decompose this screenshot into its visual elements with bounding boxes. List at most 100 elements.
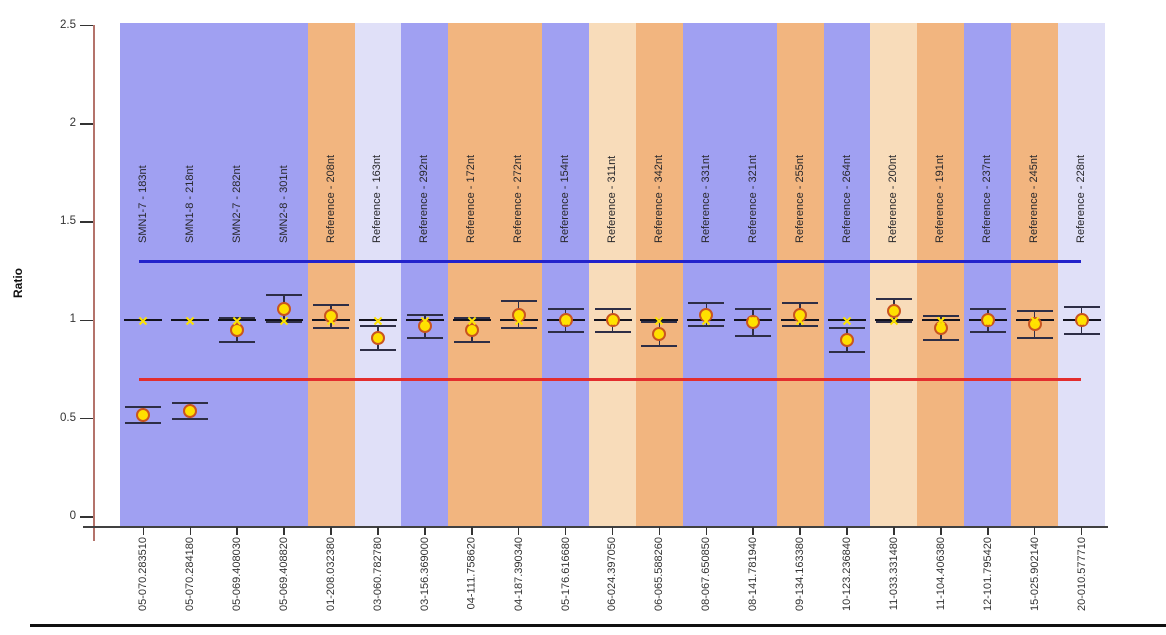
y-tick-label: 1 (69, 313, 76, 326)
probe-band (213, 23, 262, 527)
x-axis-line (83, 526, 1108, 528)
errorbar-cap (359, 325, 396, 328)
errorbar-cap (313, 327, 350, 330)
reference-x-marker (232, 315, 242, 325)
probe-label: Reference - 191nt (934, 154, 947, 243)
x-tick-label: 08-067.650850 (700, 537, 713, 612)
upper-threshold-line (139, 260, 1081, 263)
y-tick (80, 24, 93, 27)
reference-x-marker (842, 315, 852, 325)
x-tick-label: 11-033.331480 (887, 537, 900, 611)
errorbar-cap (1063, 305, 1100, 308)
probe-label: Reference - 264nt (840, 154, 853, 243)
probe-band (354, 23, 402, 527)
y-tick (80, 123, 93, 125)
reference-x-marker (1030, 315, 1040, 325)
probe-band (682, 23, 731, 527)
errorbar-cap (1016, 337, 1053, 340)
errorbar-cap (547, 307, 584, 310)
probe-band (729, 23, 778, 527)
x-tick (142, 527, 145, 535)
y-tick (80, 221, 93, 223)
reference-x-marker (185, 315, 195, 325)
probe-band (448, 23, 496, 527)
x-tick-label: 03-156.369000 (418, 537, 431, 612)
errorbar-cap (735, 307, 772, 310)
x-tick (330, 527, 332, 535)
ratio-point[interactable] (652, 327, 667, 342)
x-tick-label: 03-060.782780 (371, 537, 384, 612)
errorbar-cap (969, 331, 1006, 334)
reference-x-marker (608, 315, 618, 325)
ratio-point[interactable] (277, 301, 292, 316)
reference-x-marker (983, 315, 993, 325)
ratio-point[interactable] (370, 331, 385, 346)
errorbar-cap (641, 344, 678, 347)
x-tick (799, 527, 801, 535)
x-tick (377, 527, 379, 535)
x-tick-label: 04-187.390340 (512, 537, 525, 612)
reference-x-marker (654, 315, 664, 325)
probe-band (635, 23, 684, 527)
probe-label: Reference - 154nt (559, 154, 572, 243)
y-tick (80, 417, 93, 420)
errorbar-cap (219, 341, 256, 344)
errorbar-cap (688, 301, 725, 304)
ratio-point[interactable] (136, 407, 151, 422)
probe-label: SMN1-8 - 218nt (183, 165, 196, 243)
reference-x-marker (279, 315, 289, 325)
reference-x-marker (326, 315, 336, 325)
y-axis-line (93, 25, 95, 541)
errorbar-cap (782, 301, 819, 304)
y-tick-label: 2 (69, 116, 76, 129)
probe-band (260, 23, 309, 527)
errorbar-cap (266, 293, 303, 296)
probe-band (1058, 23, 1106, 527)
probe-label: Reference - 237nt (981, 154, 994, 243)
x-tick-label: 20-010.577710 (1075, 537, 1088, 612)
x-tick (283, 527, 285, 535)
errorbar-cap (1016, 309, 1053, 312)
x-tick-label: 11-104.406380 (934, 537, 947, 611)
probe-band (776, 23, 825, 527)
ratio-point[interactable] (183, 403, 198, 418)
y-tick-label: 0.5 (60, 411, 76, 424)
reference-x-marker (889, 315, 899, 325)
probe-label: Reference - 255nt (793, 154, 806, 243)
probe-label: Reference - 172nt (465, 154, 478, 243)
y-tick (80, 319, 93, 322)
x-tick (1080, 527, 1083, 535)
bottom-divider-line (30, 624, 1166, 627)
probe-band (823, 23, 871, 527)
x-tick (752, 527, 754, 535)
ratio-point[interactable] (840, 333, 855, 348)
errorbar-cap (829, 327, 866, 330)
x-tick (189, 527, 192, 535)
x-tick-label: 04-111.758620 (465, 537, 478, 610)
x-tick (517, 527, 520, 535)
reference-x-marker (1077, 315, 1087, 325)
x-tick-label: 05-176.616680 (559, 537, 572, 612)
x-tick-label: 06-065.588260 (653, 537, 666, 612)
errorbar-cap (922, 339, 959, 342)
y-tick-label: 1.5 (60, 215, 76, 228)
probe-band (964, 23, 1012, 527)
probe-label: Reference - 331nt (699, 154, 712, 243)
x-tick (940, 527, 942, 535)
x-tick (893, 527, 895, 535)
x-tick-label: 15-025.902140 (1028, 537, 1041, 612)
errorbar-cap (125, 405, 162, 408)
reference-x-marker (373, 315, 383, 325)
x-tick-label: 05-070.284180 (184, 537, 197, 612)
errorbar-cap (313, 303, 350, 306)
lower-threshold-line (139, 378, 1081, 381)
x-tick-label: 05-069.408030 (231, 537, 244, 612)
errorbar-cap (172, 417, 209, 420)
reference-x-marker (936, 315, 946, 325)
errorbar-cap (875, 297, 912, 300)
x-tick (1033, 527, 1036, 535)
probe-label: Reference - 292nt (418, 154, 431, 243)
reference-x-marker (420, 315, 430, 325)
errorbar-cap (782, 325, 819, 328)
